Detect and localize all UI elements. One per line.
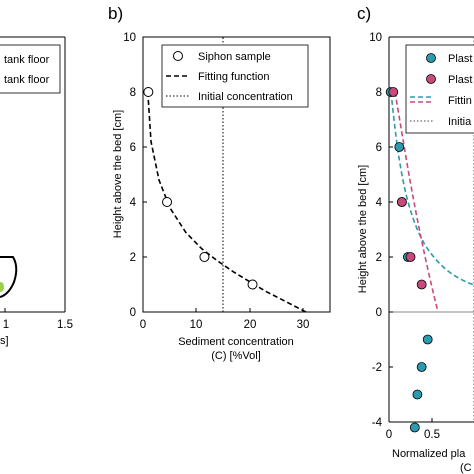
panel-c-legend-label-4: Initia — [448, 116, 472, 128]
panel-a-legend-label-1: tank floor — [4, 54, 50, 66]
panel-b: b) 0 2 4 6 8 10 0 10 20 30 Sediment co — [108, 4, 331, 362]
panel-c-ylabel: Height above the bed [cm] — [357, 165, 369, 293]
panel-b-points — [143, 87, 258, 290]
panel-a-curve — [0, 256, 18, 298]
panel-c-legend-label-1: Plast — [448, 53, 472, 65]
panel-c-xlabel-sub: (C — [460, 462, 472, 474]
panel-c-fit-pink — [394, 91, 439, 313]
panel-b-ytick-label-6: 6 — [130, 142, 136, 154]
panel-b-ylabel: Height above the bed [cm] — [112, 110, 124, 238]
panel-c-xlabel: Normalized pla — [392, 448, 466, 460]
panel-c-point — [422, 334, 433, 345]
panel-b-ytick-label-2: 2 — [130, 252, 136, 264]
panel-a-green-marker — [0, 282, 4, 292]
panel-b-legend-label-initial: Initial concentration — [198, 91, 293, 103]
panel-c-point — [412, 389, 423, 400]
panel-b-siphon-point — [162, 197, 173, 207]
panel-c-xtick-label-05: 0.5 — [424, 429, 440, 441]
panel-c-point — [396, 197, 407, 207]
panel-b-plot — [143, 37, 307, 313]
panel-b-xlabel: Sediment concentration — [178, 336, 294, 348]
panel-a-legend: tank floor tank floor — [0, 44, 61, 94]
panel-c-ytick-label-10: 10 — [369, 32, 382, 44]
panel-c: c) -4 -2 0 2 4 6 8 10 0 0.5 — [357, 4, 474, 474]
panel-b-ytick-label-4: 4 — [130, 197, 137, 209]
panel-c-ytick-label-2: 2 — [376, 252, 382, 264]
panel-b-letter: b) — [108, 4, 123, 23]
panel-c-point — [405, 252, 416, 262]
panel-b-xtick-label-0: 0 — [140, 319, 146, 331]
panel-b-xtick-label-20: 20 — [244, 319, 257, 331]
panel-c-plot — [385, 37, 474, 433]
panel-c-point — [388, 87, 399, 97]
panel-b-ytick-label-10: 10 — [123, 32, 136, 44]
panel-c-legend-box — [405, 44, 474, 134]
panel-c-legend: Plast Plast Fittin Initia — [405, 44, 474, 134]
panel-a-xlabel-fragment: s] — [0, 335, 9, 347]
panel-c-ytick-label-4: 4 — [376, 197, 383, 209]
panel-c-point — [394, 142, 405, 152]
panel-c-point — [416, 279, 427, 290]
panel-c-ytick-label-6: 6 — [376, 142, 382, 154]
panel-c-ytick-label-m2: -2 — [372, 362, 382, 374]
panel-b-legend-label-siphon: Siphon sample — [198, 51, 271, 63]
panel-c-legend-label-3: Fittin — [448, 95, 472, 107]
panel-b-xlabel-sub: (C) [%Vol] — [211, 350, 261, 362]
panel-a-legend-box — [0, 44, 61, 94]
panel-b-siphon-point — [247, 279, 258, 290]
panel-b-legend: Siphon sample Fitting function Initial c… — [161, 44, 309, 108]
panel-c-point — [416, 362, 427, 372]
panel-a-xtick-label-1: 1 — [3, 319, 9, 331]
panel-b-xtick-label-10: 10 — [190, 319, 203, 331]
panel-b-ytick-label-0: 0 — [130, 307, 136, 319]
panel-b-xtick-label-30: 30 — [297, 319, 310, 331]
panel-c-ytick-label-0: 0 — [376, 307, 382, 319]
panel-c-point — [409, 422, 420, 433]
panel-b-axes-frame — [142, 36, 331, 313]
panel-c-legend-marker-2 — [426, 74, 436, 84]
panel-b-legend-label-fitting: Fitting function — [198, 71, 270, 83]
panel-b-fitting-curve — [147, 91, 307, 313]
panel-c-xtick-label-0: 0 — [386, 429, 392, 441]
panel-b-siphon-point — [143, 87, 154, 97]
panel-c-legend-marker-1 — [426, 53, 436, 63]
panel-c-y-ticks: -4 -2 0 2 4 6 8 10 — [369, 32, 393, 429]
panel-b-y-ticks: 0 2 4 6 8 10 — [123, 32, 147, 319]
panel-b-x-ticks: 0 10 20 30 — [140, 308, 310, 331]
panel-a-legend-label-2: tank floor — [4, 74, 50, 86]
panel-a-xtick-label-2: 1.5 — [57, 319, 73, 331]
panel-b-siphon-point — [199, 252, 210, 262]
panel-c-x-ticks: 0 0.5 — [386, 418, 440, 441]
panel-c-ytick-label-8: 8 — [376, 87, 382, 99]
panel-c-letter: c) — [357, 4, 371, 23]
panel-b-legend-marker-siphon — [173, 51, 183, 61]
panel-c-ytick-label-m4: -4 — [372, 417, 383, 429]
panel-c-legend-label-2: Plast — [448, 74, 472, 86]
panel-c-points — [385, 87, 433, 433]
panel-a: 1 1.5 s] tank floor tank floor — [0, 36, 73, 347]
panel-b-ytick-label-8: 8 — [130, 87, 136, 99]
